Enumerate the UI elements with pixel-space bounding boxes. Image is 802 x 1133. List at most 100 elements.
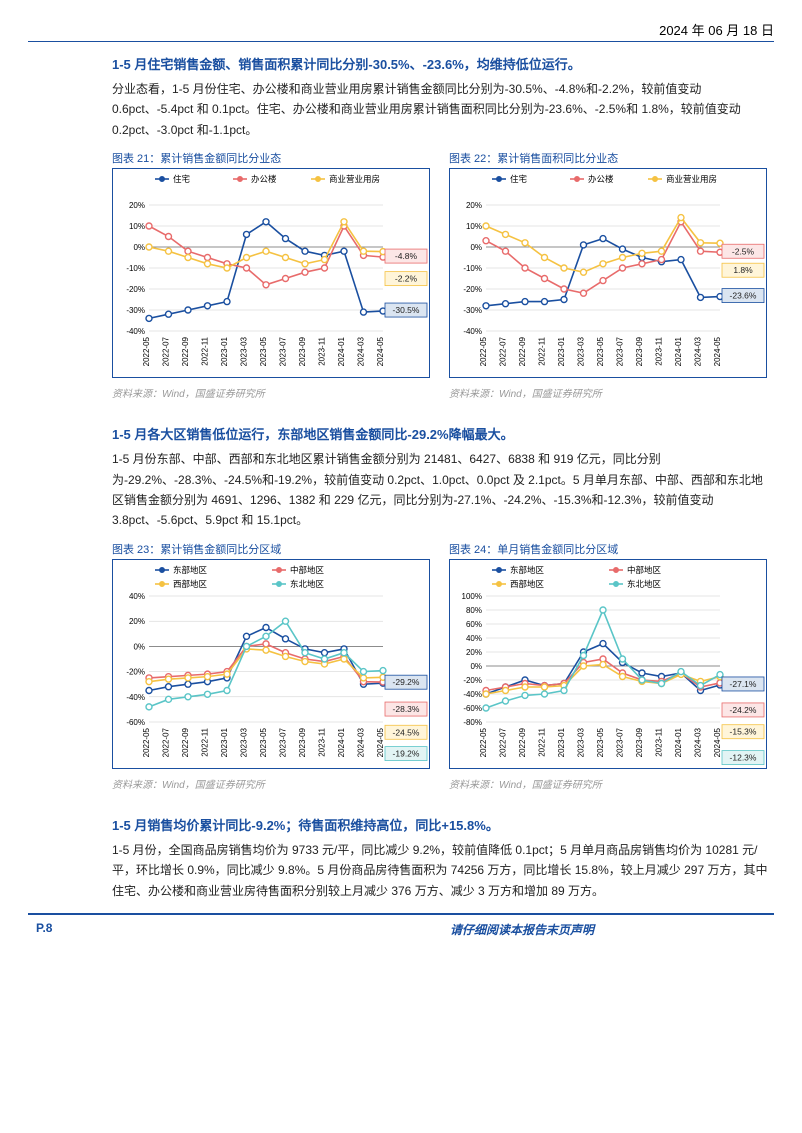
svg-text:2023-09: 2023-09 bbox=[298, 727, 307, 757]
svg-text:2023-09: 2023-09 bbox=[635, 727, 644, 757]
svg-text:2022-11: 2022-11 bbox=[538, 727, 547, 756]
svg-text:-10%: -10% bbox=[126, 264, 145, 273]
svg-text:0%: 0% bbox=[133, 243, 145, 252]
svg-text:20%: 20% bbox=[129, 617, 145, 626]
svg-text:0%: 0% bbox=[470, 662, 482, 671]
svg-text:80%: 80% bbox=[466, 606, 482, 615]
svg-text:2024-05: 2024-05 bbox=[713, 337, 722, 367]
svg-text:2022-09: 2022-09 bbox=[518, 727, 527, 757]
svg-text:2023-11: 2023-11 bbox=[318, 727, 327, 756]
svg-text:东北地区: 东北地区 bbox=[627, 579, 662, 589]
svg-text:东北地区: 东北地区 bbox=[290, 579, 325, 589]
svg-text:2023-05: 2023-05 bbox=[596, 727, 605, 757]
chart22-source: 资料来源：Wind，国盛证券研究所 bbox=[449, 385, 774, 400]
chart21-source: 资料来源：Wind，国盛证券研究所 bbox=[112, 385, 437, 400]
footer: P.8 请仔细阅读本报告末页声明 bbox=[28, 913, 774, 948]
svg-text:2022-05: 2022-05 bbox=[479, 337, 488, 367]
svg-text:商业营业用房: 商业营业用房 bbox=[329, 174, 380, 184]
chart24-source: 资料来源：Wind，国盛证券研究所 bbox=[449, 776, 774, 791]
svg-text:40%: 40% bbox=[466, 634, 482, 643]
svg-text:-40%: -40% bbox=[463, 327, 482, 336]
section2-body: 1-5 月份东部、中部、西部和东北地区累计销售金额分别为 21481、6427、… bbox=[28, 449, 774, 531]
svg-text:2022-07: 2022-07 bbox=[499, 727, 508, 757]
svg-text:2022-07: 2022-07 bbox=[499, 337, 508, 367]
section1-body: 分业态看，1-5 月份住宅、办公楼和商业营业用房累计销售金额同比分别为-30.5… bbox=[28, 79, 774, 140]
svg-text:住宅: 住宅 bbox=[173, 174, 190, 184]
svg-text:2023-09: 2023-09 bbox=[635, 337, 644, 367]
svg-text:2023-05: 2023-05 bbox=[259, 337, 268, 367]
svg-text:-60%: -60% bbox=[463, 704, 482, 713]
svg-text:2024-01: 2024-01 bbox=[674, 727, 683, 757]
svg-text:2024-01: 2024-01 bbox=[674, 337, 683, 367]
svg-text:2022-07: 2022-07 bbox=[162, 727, 171, 757]
svg-text:2023-07: 2023-07 bbox=[616, 727, 625, 757]
svg-text:2024-05: 2024-05 bbox=[376, 727, 385, 757]
disclaimer: 请仔细阅读本报告末页声明 bbox=[450, 921, 774, 938]
svg-text:20%: 20% bbox=[466, 648, 482, 657]
section1-title: 1-5 月住宅销售金额、销售面积累计同比分别-30.5%、-23.6%，均维持低… bbox=[28, 54, 774, 73]
svg-text:-20%: -20% bbox=[463, 676, 482, 685]
svg-text:2022-11: 2022-11 bbox=[201, 337, 210, 366]
svg-text:2024-01: 2024-01 bbox=[337, 337, 346, 367]
svg-text:-15.3%: -15.3% bbox=[730, 726, 757, 736]
svg-text:2023-01: 2023-01 bbox=[220, 337, 229, 367]
svg-text:办公楼: 办公楼 bbox=[588, 174, 614, 184]
svg-text:2024-05: 2024-05 bbox=[376, 337, 385, 367]
svg-text:10%: 10% bbox=[466, 222, 482, 231]
svg-text:1.8%: 1.8% bbox=[733, 265, 753, 275]
svg-text:西部地区: 西部地区 bbox=[510, 579, 545, 589]
svg-text:20%: 20% bbox=[129, 201, 145, 210]
chart23-caption: 图表 23：累计销售金额同比分区域 bbox=[112, 541, 437, 557]
svg-text:2023-01: 2023-01 bbox=[557, 727, 566, 757]
svg-text:2023-07: 2023-07 bbox=[616, 337, 625, 367]
chart24: 东部地区中部地区西部地区东北地区-80%-60%-40%-20%0%20%40%… bbox=[449, 559, 767, 769]
svg-text:2024-03: 2024-03 bbox=[357, 337, 366, 367]
svg-text:2024-05: 2024-05 bbox=[713, 727, 722, 757]
svg-text:2023-05: 2023-05 bbox=[259, 727, 268, 757]
svg-text:0%: 0% bbox=[470, 243, 482, 252]
svg-text:2022-09: 2022-09 bbox=[181, 337, 190, 367]
section3-title: 1-5 月销售均价累计同比-9.2%；待售面积维持高位，同比+15.8%。 bbox=[28, 815, 774, 834]
svg-text:-2.2%: -2.2% bbox=[395, 274, 418, 284]
svg-text:-4.8%: -4.8% bbox=[395, 251, 418, 261]
svg-text:2024-03: 2024-03 bbox=[357, 727, 366, 757]
svg-text:-19.2%: -19.2% bbox=[393, 748, 420, 758]
svg-text:2023-01: 2023-01 bbox=[220, 727, 229, 757]
chart23: 东部地区中部地区西部地区东北地区-60%-40%-20%0%20%40%2022… bbox=[112, 559, 430, 769]
svg-text:2023-11: 2023-11 bbox=[655, 337, 664, 366]
svg-text:西部地区: 西部地区 bbox=[173, 579, 208, 589]
svg-text:40%: 40% bbox=[129, 592, 145, 601]
svg-text:2023-03: 2023-03 bbox=[240, 337, 249, 367]
header-rule bbox=[28, 41, 774, 42]
report-date: 2024 年 06 月 18 日 bbox=[28, 20, 774, 41]
svg-text:2023-03: 2023-03 bbox=[240, 727, 249, 757]
svg-text:2023-11: 2023-11 bbox=[655, 727, 664, 756]
svg-text:60%: 60% bbox=[466, 620, 482, 629]
svg-text:2023-03: 2023-03 bbox=[577, 337, 586, 367]
svg-text:-60%: -60% bbox=[126, 718, 145, 727]
svg-text:2022-09: 2022-09 bbox=[181, 727, 190, 757]
svg-text:-24.2%: -24.2% bbox=[730, 705, 757, 715]
svg-text:2023-09: 2023-09 bbox=[298, 337, 307, 367]
svg-text:2022-05: 2022-05 bbox=[142, 337, 151, 367]
svg-text:100%: 100% bbox=[462, 592, 482, 601]
svg-text:2023-11: 2023-11 bbox=[318, 337, 327, 366]
chart24-caption: 图表 24：单月销售金额同比分区域 bbox=[449, 541, 774, 557]
svg-text:-20%: -20% bbox=[126, 285, 145, 294]
page-number: P.8 bbox=[28, 921, 52, 938]
svg-text:住宅: 住宅 bbox=[510, 174, 527, 184]
svg-text:2023-03: 2023-03 bbox=[577, 727, 586, 757]
svg-text:2022-09: 2022-09 bbox=[518, 337, 527, 367]
svg-text:-80%: -80% bbox=[463, 718, 482, 727]
svg-text:东部地区: 东部地区 bbox=[510, 565, 545, 575]
chart22-caption: 图表 22：累计销售面积同比分业态 bbox=[449, 150, 774, 166]
svg-text:2022-11: 2022-11 bbox=[201, 727, 210, 756]
svg-text:0%: 0% bbox=[133, 642, 145, 651]
svg-text:2023-01: 2023-01 bbox=[557, 337, 566, 367]
svg-text:2022-11: 2022-11 bbox=[538, 337, 547, 366]
svg-text:-24.5%: -24.5% bbox=[393, 727, 420, 737]
svg-text:-27.1%: -27.1% bbox=[730, 679, 757, 689]
svg-text:2024-03: 2024-03 bbox=[694, 727, 703, 757]
svg-text:-29.2%: -29.2% bbox=[393, 677, 420, 687]
svg-text:中部地区: 中部地区 bbox=[290, 565, 325, 575]
